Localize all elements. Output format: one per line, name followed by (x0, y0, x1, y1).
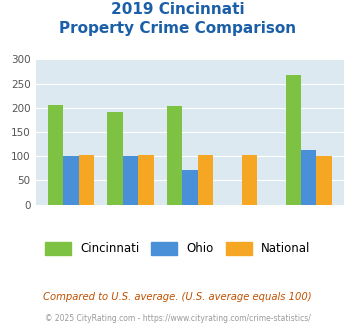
Text: © 2025 CityRating.com - https://www.cityrating.com/crime-statistics/: © 2025 CityRating.com - https://www.city… (45, 314, 310, 323)
Bar (182, 170, 198, 205)
Bar (138, 155, 154, 205)
Bar (242, 155, 257, 205)
Text: 2019 Cincinnati: 2019 Cincinnati (111, 2, 244, 16)
Bar (79, 155, 94, 205)
Text: Property Crime Comparison: Property Crime Comparison (59, 21, 296, 36)
Bar (123, 156, 138, 205)
Bar (107, 112, 123, 205)
Bar (48, 105, 64, 205)
Bar (64, 156, 79, 205)
Text: Compared to U.S. average. (U.S. average equals 100): Compared to U.S. average. (U.S. average … (43, 292, 312, 302)
Bar (316, 156, 332, 205)
Legend: Cincinnati, Ohio, National: Cincinnati, Ohio, National (40, 237, 315, 260)
Bar (198, 155, 213, 205)
Bar (301, 150, 316, 205)
Bar (167, 106, 182, 205)
Bar (285, 75, 301, 205)
